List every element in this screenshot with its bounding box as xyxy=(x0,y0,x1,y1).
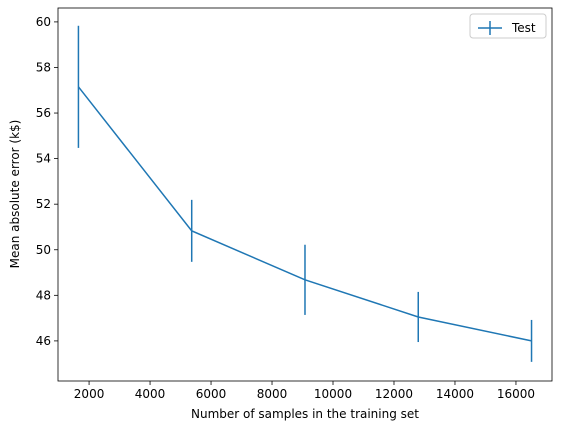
plot-frame xyxy=(57,7,553,382)
x-tick-label: 16000 xyxy=(497,387,535,401)
x-tick-label: 8000 xyxy=(257,387,288,401)
y-axis-label: Mean absolute error (k$) xyxy=(8,120,22,269)
y-tick-label: 50 xyxy=(36,243,51,257)
x-tick-label: 10000 xyxy=(314,387,352,401)
legend-label: Test xyxy=(511,21,536,35)
y-tick-label: 60 xyxy=(36,15,51,29)
x-tick-label: 2000 xyxy=(74,387,105,401)
legend-box xyxy=(469,13,547,39)
x-tick-label: 4000 xyxy=(135,387,166,401)
x-tick-label: 6000 xyxy=(196,387,227,401)
y-tick-label: 58 xyxy=(36,60,51,74)
y-tick-label: 52 xyxy=(36,197,51,211)
x-tick-label: 12000 xyxy=(375,387,413,401)
y-tick-label: 56 xyxy=(36,106,51,120)
y-tick-label: 46 xyxy=(36,334,51,348)
x-tick-label: 14000 xyxy=(436,387,474,401)
y-tick-label: 48 xyxy=(36,288,51,302)
x-axis-label: Number of samples in the training set xyxy=(191,407,419,421)
y-tick-label: 54 xyxy=(36,152,51,166)
